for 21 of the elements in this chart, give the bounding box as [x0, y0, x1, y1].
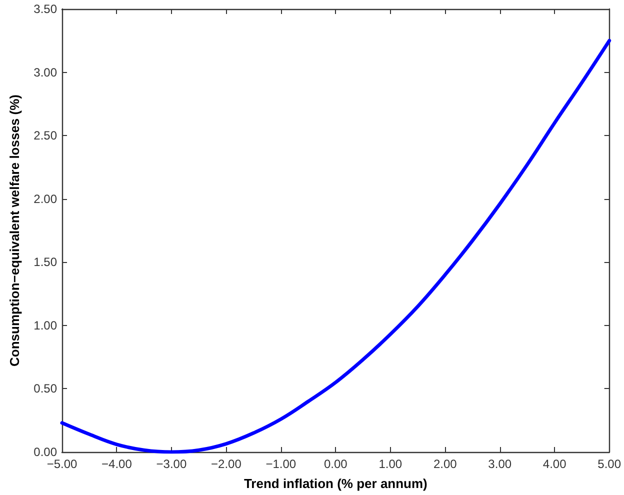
y-axis-title: Consumption−equivalent welfare losses (%)	[7, 94, 22, 366]
x-tick-label: 2.00	[433, 457, 458, 471]
x-tick-label: −1.00	[266, 457, 296, 471]
x-tick-label: 3.00	[488, 457, 512, 471]
y-tick-label: 3.50	[34, 2, 58, 16]
x-tick-label: 5.00	[598, 457, 622, 471]
x-tick-label: 1.00	[378, 457, 402, 471]
y-tick-label: 2.00	[34, 192, 58, 206]
x-axis-title: Trend inflation (% per annum)	[244, 476, 428, 491]
y-tick-label: 0.50	[34, 382, 58, 396]
y-tick-label: 0.00	[34, 445, 58, 459]
y-tick-label: 3.00	[34, 65, 58, 80]
x-tick-label: −2.00	[211, 457, 242, 471]
x-tick-label: −4.00	[102, 457, 132, 471]
x-tick-label: 4.00	[542, 457, 567, 471]
y-tick-label: 1.00	[34, 318, 58, 332]
x-tick-label: −5.00	[46, 457, 78, 471]
x-tick-label: −3.00	[156, 457, 187, 471]
y-tick-label: 2.50	[34, 128, 58, 143]
x-tick-label: 0.00	[324, 457, 348, 471]
y-tick-label: 1.50	[34, 255, 58, 270]
